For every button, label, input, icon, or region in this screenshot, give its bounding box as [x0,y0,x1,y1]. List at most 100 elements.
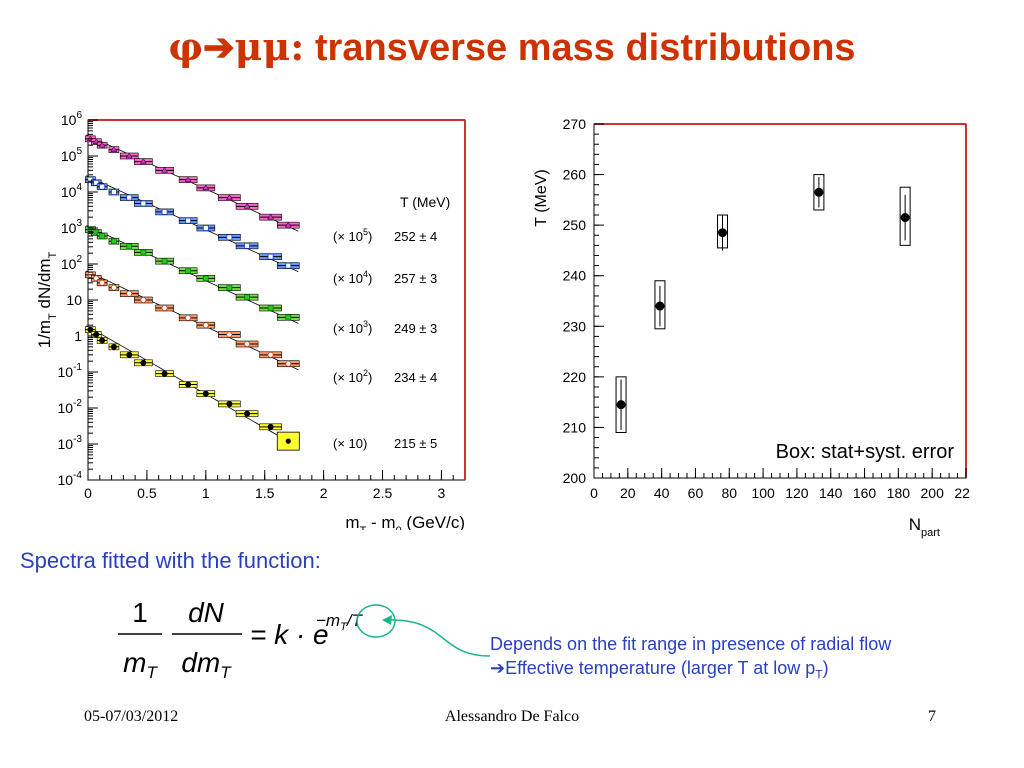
x-tick-label: 0 [590,485,598,501]
footer-date: 05-07/03/2012 [84,708,179,725]
y-axis-label: T (MeV) [533,169,550,226]
data-point [202,225,209,231]
data-point [161,370,168,377]
x-axis-label: mT - m0 (GeV/c) [345,513,465,530]
data-point [111,189,117,195]
fit-formula: 1 mT dN dmT = k · e −mT/T [118,597,396,682]
data-point [285,360,292,367]
slide-title: φ➔μμ: transverse mass distributions [0,24,1024,70]
data-point [184,176,192,182]
data-point [244,294,250,301]
legend-scale-factor: (× 103) [333,319,372,336]
y-tick-label: 106 [61,110,83,128]
data-point [267,423,274,430]
data-point [244,340,251,347]
note-line-2: ➔Effective temperature (larger T at low … [490,658,829,682]
footer-author: Alessandro De Falco [444,708,580,725]
legend: T (MeV) (× 105) 252 ± 4 (× 104) 257 ± 3 (× 1… [333,194,450,451]
y-tick-label: 102 [61,254,83,272]
legend-temperature: 215 ± 5 [394,436,437,451]
data-point [267,351,274,358]
syst-error-box [899,186,911,246]
formula-exponent: −mT/T [316,611,364,633]
y-tick-label: 10-3 [58,434,83,452]
x-tick-label: 220 [954,485,970,501]
data-point [99,233,106,239]
legend-temperature: 234 ± 4 [394,370,437,385]
data-point [99,279,106,286]
y-tick-label: 270 [563,116,587,132]
x-tick-label: 180 [887,485,911,501]
data-point [814,187,824,197]
x-axis-label: Npart [909,515,940,539]
data-point [267,253,274,260]
data-point [285,314,292,321]
data-point [140,359,147,366]
legend-header: T (MeV) [400,194,450,210]
x-tick-label: 3 [438,485,446,501]
data-point [110,146,118,152]
syst-error-box [654,280,666,330]
note-effective-temperature: Depends on the fit range in presence of … [490,632,1010,687]
data-point [161,166,169,173]
title-text: transverse mass distributions [314,27,856,69]
data-point [244,242,250,249]
data-point [126,194,133,201]
data-point [226,400,233,407]
annotation-box-error: Box: stat+syst. error [776,441,955,463]
data-point [93,229,100,236]
x-tick-label: 20 [620,485,636,501]
legend-scale-factor: (× 10) [333,436,367,451]
frac1-numerator: 1 [132,597,148,628]
data-point [285,438,291,444]
data-point [87,326,94,333]
data-point [284,221,292,228]
y-axis-label: 1/mT dN/dmT [35,251,59,348]
data-point [202,184,210,191]
x-tick-label: 1 [202,485,210,501]
data-point [126,243,133,250]
y-tick-label: 10-2 [58,398,83,416]
data-point [110,284,117,291]
x-tick-label: 2.5 [373,485,393,501]
y-tick-label: 220 [563,369,587,385]
data-point [267,305,274,311]
data-point [99,337,106,344]
y-tick-label: 250 [563,217,587,233]
x-tick-label: 40 [654,485,670,501]
x-tick-label: 0.5 [137,485,157,501]
data-point [226,331,233,338]
data-point [139,158,147,164]
legend-temperature: 257 ± 3 [394,271,437,286]
x-tick-label: 1.5 [255,485,275,501]
data-point [655,301,665,311]
y-tick-label: 10-4 [58,470,83,488]
title-symbol: φ➔μμ: [168,24,305,69]
data-point [98,141,106,148]
data-point [161,258,168,265]
x-tick-label: 140 [819,485,843,501]
y-tick-label: 260 [563,167,587,183]
data-point [185,314,192,321]
data-point [202,322,209,329]
note-line-1: Depends on the fit range in presence of … [490,634,892,654]
data-point [616,400,626,410]
x-tick-label: 120 [785,485,809,501]
y-tick-label: 104 [61,182,83,200]
x-tick-label: 200 [921,485,945,501]
data-point [285,262,292,269]
legend-scale-factor: (× 105) [333,227,372,244]
frac2-denominator: dmT [181,647,232,682]
y-tick-label: 210 [563,419,587,435]
data-point [226,284,233,291]
data-point [161,304,168,311]
data-point [244,410,251,417]
legend-temperature: 249 ± 3 [394,321,437,336]
y-tick-label: 230 [563,318,587,334]
data-point [202,390,209,397]
data-point [718,228,728,238]
y-tick-label: 240 [563,268,587,284]
data-point [185,217,192,224]
x-tick-label: 100 [751,485,775,501]
syst-error-box [615,376,627,433]
